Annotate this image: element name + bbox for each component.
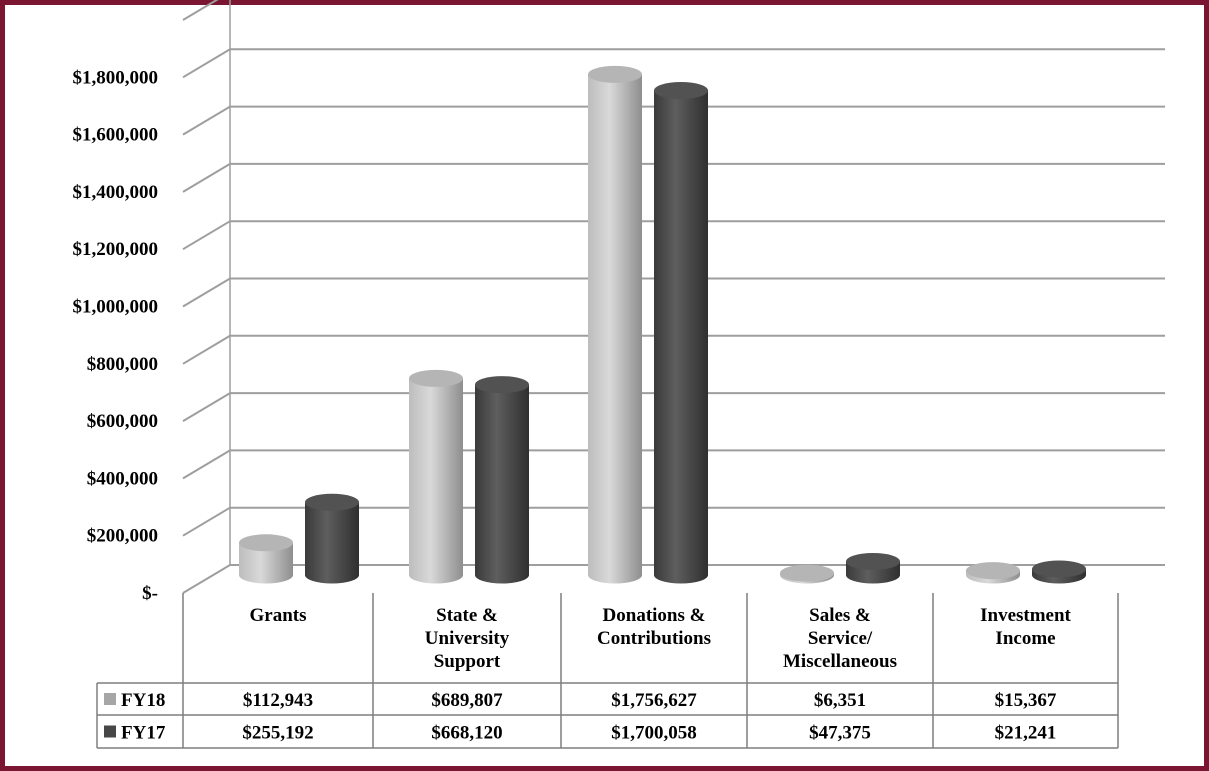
category-label: Donations & — [603, 605, 706, 626]
bar — [588, 65, 642, 584]
data-label: $6,351 — [814, 690, 866, 711]
bar-body — [305, 502, 359, 584]
y-tick-label: $1,400,000 — [73, 182, 159, 203]
bar — [409, 369, 463, 584]
bar — [966, 562, 1020, 584]
data-label: $689,807 — [431, 690, 503, 711]
y-tick-label: $600,000 — [87, 411, 158, 432]
data-label: $255,192 — [242, 723, 313, 744]
bar — [305, 493, 359, 584]
gridline — [182, 0, 219, 21]
data-label: $1,756,627 — [611, 690, 697, 711]
category-label: Income — [995, 628, 1055, 649]
bar-top — [846, 552, 900, 570]
bar — [1032, 560, 1086, 584]
data-label: $21,241 — [995, 723, 1057, 744]
bar-top — [966, 562, 1020, 580]
series-name: FY18 — [121, 690, 165, 711]
y-tick-label: $- — [142, 583, 158, 604]
y-tick-label: $1,200,000 — [73, 239, 159, 260]
category-label: State & — [436, 605, 498, 626]
data-label: $15,367 — [995, 690, 1057, 711]
series-name: FY17 — [121, 723, 166, 744]
bar-top — [409, 369, 463, 387]
data-label: $668,120 — [431, 723, 502, 744]
bar-top — [654, 81, 708, 99]
data-label: $47,375 — [809, 723, 871, 744]
bar-body — [409, 378, 463, 584]
bar-body — [239, 542, 293, 584]
bar-body — [588, 74, 642, 584]
y-axis-ticks: $- $200,000 $400,000 $600,000 $800,000 $1,000… — [73, 67, 159, 604]
y-tick-label: $200,000 — [87, 526, 158, 547]
bar-top — [588, 65, 642, 83]
category-label: Grants — [250, 605, 307, 626]
y-tick-label: $1,800,000 — [73, 67, 159, 88]
category-label: University — [425, 628, 510, 649]
category-label: Investment — [980, 605, 1071, 626]
category-label: Service/ — [808, 628, 873, 649]
data-label: $112,943 — [243, 690, 313, 711]
y-tick-label: $1,600,000 — [73, 125, 159, 146]
data-label: $1,700,058 — [611, 723, 697, 744]
bar-body — [654, 90, 708, 584]
bar — [239, 534, 293, 584]
bar-top — [239, 534, 293, 552]
category-label: Support — [434, 651, 501, 672]
bars — [239, 65, 1086, 584]
category-label: Contributions — [597, 628, 711, 649]
category-label: Sales & — [809, 605, 871, 626]
bar-top — [475, 376, 529, 394]
bar — [846, 552, 900, 584]
bar-top — [1032, 560, 1086, 578]
legend-swatch — [104, 725, 116, 738]
bar — [780, 564, 834, 584]
legend-swatch — [104, 693, 116, 705]
gridline — [182, 48, 1165, 79]
bar — [654, 81, 708, 584]
y-tick-label: $400,000 — [87, 468, 158, 489]
bar-body — [475, 384, 529, 584]
bar — [475, 376, 529, 584]
bar-top — [305, 493, 359, 511]
bar-top — [780, 564, 834, 582]
y-tick-label: $1,000,000 — [73, 297, 159, 318]
category-label: Miscellaneous — [783, 651, 897, 672]
y-tick-label: $800,000 — [87, 354, 158, 375]
